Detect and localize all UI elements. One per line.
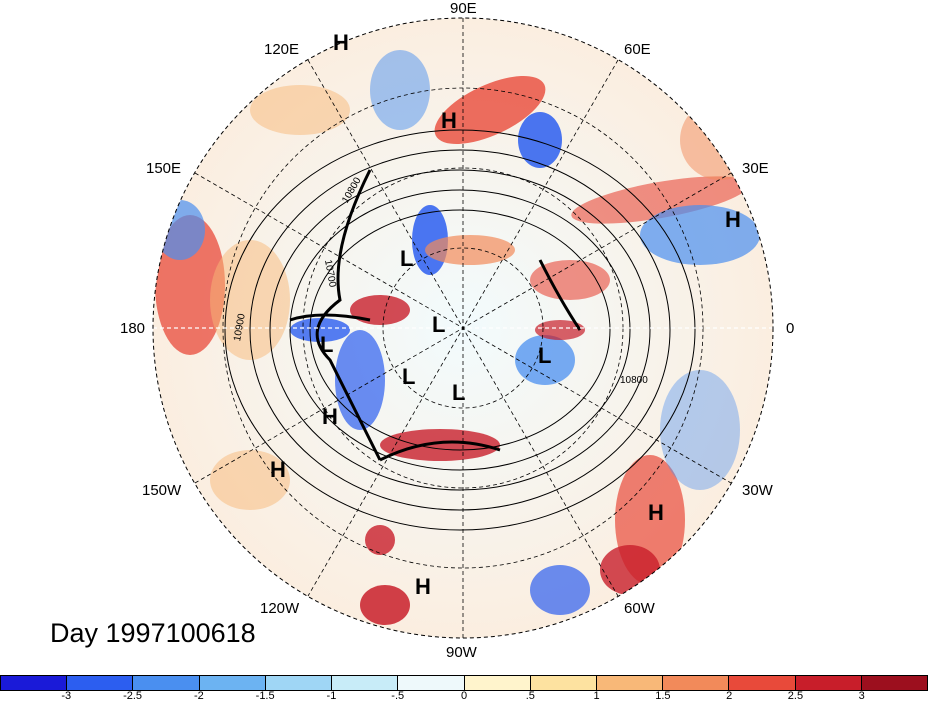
colorbar-swatch (464, 676, 531, 690)
colorbar (0, 675, 928, 691)
low-pressure-marker: L (538, 343, 552, 368)
colorbar-tick-label: -1.5 (255, 690, 275, 702)
high-pressure-marker: H (725, 207, 741, 232)
colorbar-tick-label: 0 (460, 690, 468, 702)
low-pressure-marker: L (400, 246, 414, 271)
lon-label-0: 0 (786, 320, 795, 337)
colorbar-swatch (596, 676, 664, 690)
lon-label-120e: 120E (264, 41, 300, 58)
lon-label-150w: 150W (142, 482, 182, 499)
lon-label-30e: 30E (742, 160, 769, 177)
colorbar-tick-label: -3 (61, 690, 72, 702)
colorbar-swatch (332, 676, 399, 690)
colorbar-tick-label: 2.5 (787, 690, 804, 702)
colorbar-swatch (265, 676, 333, 690)
colorbar-tick-label: 2 (726, 690, 733, 702)
colorbar-tick-label: 1 (593, 690, 600, 702)
colorbar-swatch (67, 676, 134, 690)
graticule (153, 18, 773, 638)
colorbar-tick-label: 1.5 (655, 690, 671, 702)
colorbar-tick-label: .5 (525, 690, 535, 702)
low-pressure-marker: L (452, 380, 466, 405)
low-pressure-marker: L (320, 332, 334, 357)
colorbar-tick-label: -2 (193, 690, 204, 702)
colorbar-swatch (663, 676, 730, 690)
lon-label-90e: 90E (450, 0, 477, 17)
date-title: Day 1997100618 (50, 618, 256, 648)
low-pressure-marker: L (432, 312, 446, 337)
colorbar-tick-label: -2.5 (123, 690, 143, 702)
colorbar-swatch (1, 676, 68, 690)
low-pressure-marker: L (402, 364, 416, 389)
lon-label-150e: 150E (146, 160, 182, 177)
height-contours (224, 129, 696, 531)
high-pressure-marker: H (322, 404, 338, 429)
colorbar-swatch (398, 676, 465, 690)
colorbar-swatch (861, 676, 928, 690)
contour-label: 10800 (620, 375, 648, 386)
high-pressure-marker: H (441, 108, 457, 133)
colorbar-swatch (530, 676, 597, 690)
colorbar-swatch (199, 676, 266, 690)
high-pressure-marker: H (333, 30, 349, 55)
lon-label-180: 180 (120, 320, 146, 337)
colorbar-swatch (133, 676, 200, 690)
colorbar-tick-label: -.5 (391, 690, 405, 702)
lon-label-60w: 60W (624, 600, 655, 617)
high-pressure-marker: H (270, 457, 286, 482)
lon-label-60e: 60E (624, 41, 651, 58)
lon-label-120w: 120W (260, 600, 300, 617)
colorbar-swatch (729, 676, 796, 690)
colorbar-tick-label: -1 (326, 690, 337, 702)
high-pressure-marker: H (415, 574, 431, 599)
high-pressure-marker: H (648, 500, 664, 525)
lon-label-30w: 30W (742, 482, 773, 499)
colorbar-swatch (795, 676, 862, 690)
colorbar-tick-label: 3 (858, 690, 865, 702)
lon-label-90w: 90W (446, 644, 477, 661)
